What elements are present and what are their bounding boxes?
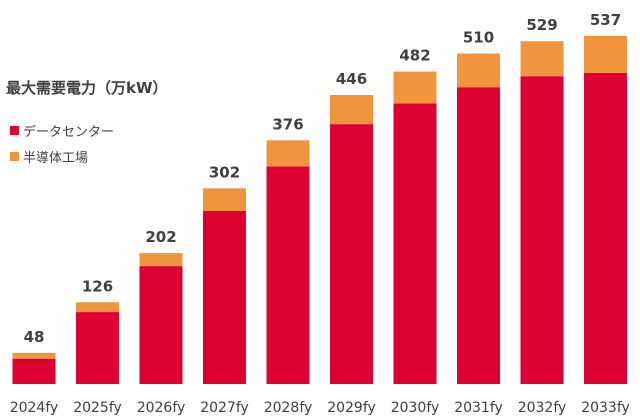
- x-tick-label-2030fy: 2030fy: [391, 400, 440, 416]
- total-label-2029fy: 446: [336, 70, 367, 88]
- bar-semiconductor-2030fy: [393, 71, 437, 104]
- x-tick-label-2024fy: 2024fy: [10, 400, 59, 416]
- bar-semiconductor-2024fy: [12, 352, 56, 359]
- bar-datacenter-2024fy: [12, 358, 56, 384]
- bar-datacenter-2028fy: [266, 166, 310, 384]
- bar-datacenter-2030fy: [393, 103, 437, 385]
- bar-semiconductor-2025fy: [76, 302, 119, 312]
- x-tick-label-2029fy: 2029fy: [327, 400, 376, 416]
- total-label-2028fy: 376: [272, 115, 303, 133]
- bar-datacenter-2027fy: [203, 211, 246, 384]
- bar-semiconductor-2028fy: [266, 140, 310, 167]
- bar-datacenter-2031fy: [457, 87, 500, 384]
- bar-semiconductor-2027fy: [203, 188, 246, 211]
- x-tick-label-2031fy: 2031fy: [454, 400, 503, 416]
- x-tick-label-2033fy: 2033fy: [581, 400, 630, 416]
- bar-datacenter-2032fy: [520, 76, 564, 384]
- total-label-2031fy: 510: [463, 29, 494, 47]
- chart-title: 最大需要電力（万kW）: [6, 79, 168, 97]
- x-tick-label-2028fy: 2028fy: [264, 400, 313, 416]
- x-tick-label-2032fy: 2032fy: [518, 400, 567, 416]
- total-label-2024fy: 48: [24, 328, 45, 346]
- bar-semiconductor-2026fy: [139, 253, 183, 267]
- legend-label-datacenter: データセンター: [23, 124, 115, 140]
- legend-swatch-semiconductor: [10, 151, 19, 161]
- bar-semiconductor-2031fy: [457, 53, 500, 88]
- bar-semiconductor-2033fy: [584, 36, 627, 73]
- x-tick-label-2026fy: 2026fy: [137, 400, 186, 416]
- x-tick-label-2027fy: 2027fy: [200, 400, 249, 416]
- bar-semiconductor-2029fy: [330, 95, 373, 125]
- bar-datacenter-2025fy: [76, 312, 119, 384]
- legend: データセンター 半導体工場: [10, 119, 114, 171]
- legend-label-semiconductor: 半導体工場: [23, 150, 89, 166]
- total-label-2033fy: 537: [590, 11, 621, 29]
- x-tick-label-2025fy: 2025fy: [73, 400, 122, 416]
- legend-item-datacenter: データセンター: [10, 119, 114, 141]
- bar-datacenter-2029fy: [330, 124, 373, 384]
- bar-datacenter-2026fy: [139, 266, 183, 384]
- bar-semiconductor-2032fy: [520, 41, 564, 77]
- legend-swatch-datacenter: [10, 125, 19, 135]
- total-label-2025fy: 126: [82, 277, 113, 295]
- total-label-2030fy: 482: [399, 47, 430, 65]
- legend-item-semiconductor: 半導体工場: [10, 145, 114, 167]
- bar-datacenter-2033fy: [584, 72, 627, 385]
- total-label-2032fy: 529: [526, 16, 557, 34]
- total-label-2027fy: 302: [209, 163, 240, 181]
- total-label-2026fy: 202: [145, 228, 176, 246]
